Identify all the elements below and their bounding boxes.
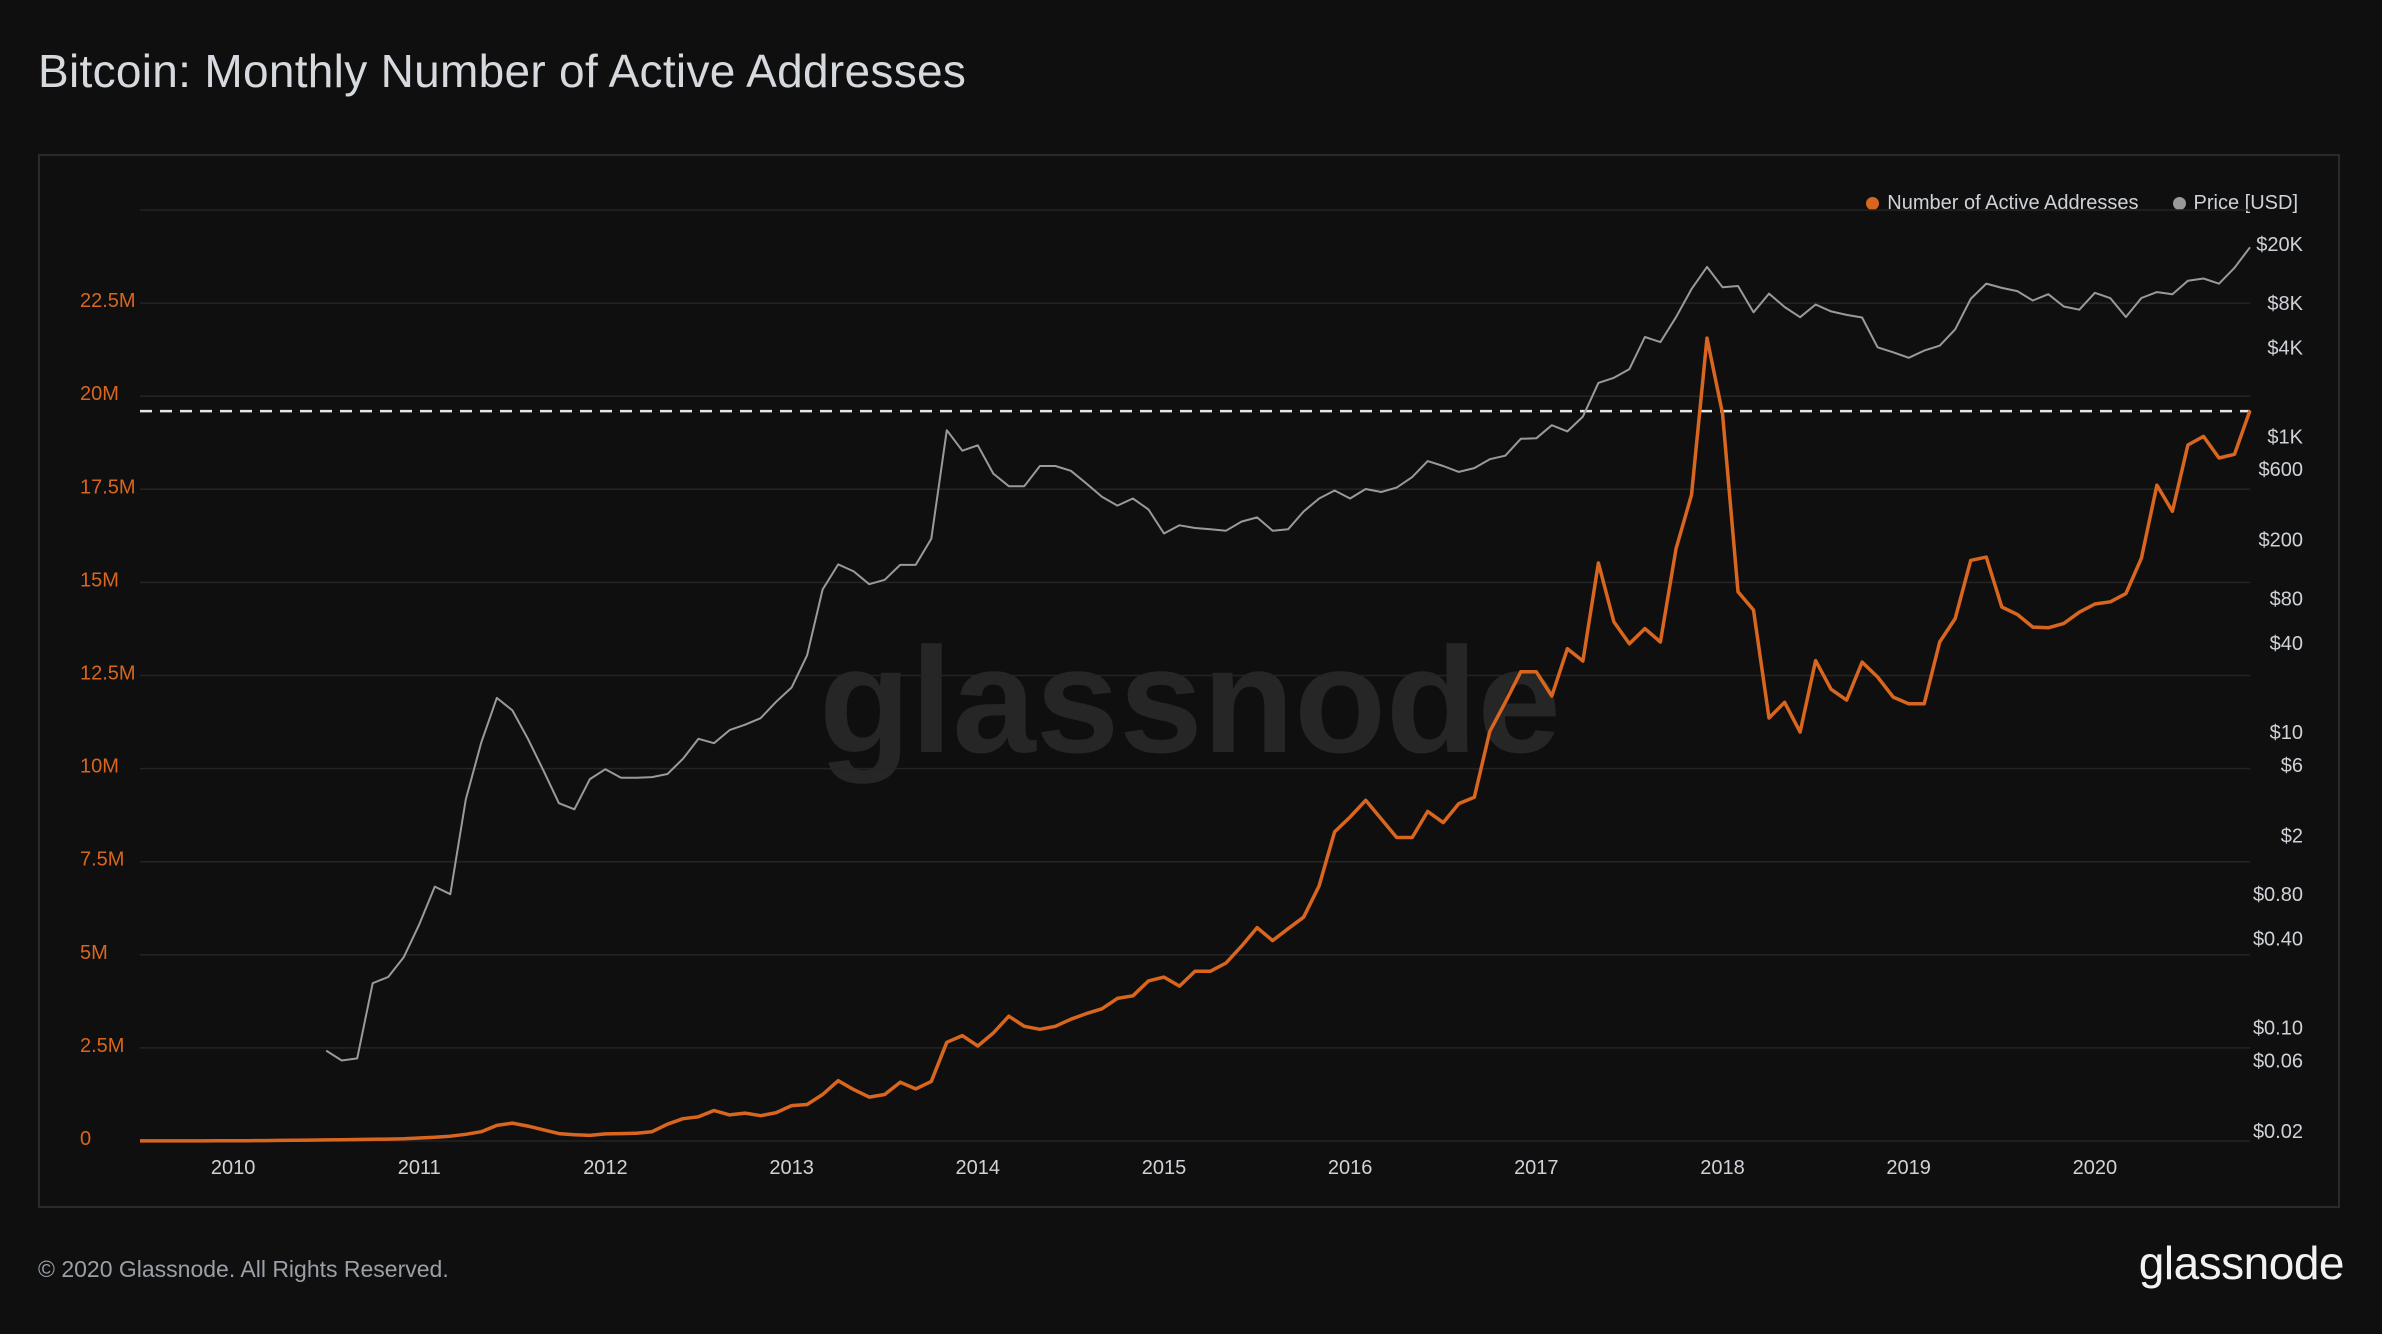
- series-line-price: [325, 246, 2251, 1062]
- legend-label-price: Price [USD]: [2193, 192, 2298, 214]
- legend-item-price[interactable]: Price [USD]: [2172, 192, 2298, 215]
- y-right-tick-label: $600: [2259, 459, 2304, 481]
- y-left-tick-label: 10M: [80, 756, 119, 778]
- x-tick-label: 2020: [2073, 1157, 2118, 1179]
- y-right-tick-label: $200: [2259, 530, 2304, 552]
- y-left-tick-label: 7.5M: [80, 849, 124, 871]
- y-right-tick-label: $2: [2281, 825, 2303, 847]
- y-right-tick-label: $0.80: [2253, 884, 2303, 906]
- chart-legend: Number of Active Addresses Price [USD]: [1866, 192, 2298, 215]
- y-right-tick-label: $0.40: [2253, 929, 2303, 951]
- legend-dot-addresses: [1866, 197, 1880, 210]
- y-right-tick-label: $10: [2270, 722, 2303, 744]
- x-tick-label: 2012: [583, 1157, 628, 1179]
- legend-dot-price: [2172, 197, 2186, 210]
- y-left-tick-label: 5M: [80, 942, 108, 964]
- y-right-tick-label: $6: [2281, 755, 2303, 777]
- y-left-tick-label: 12.5M: [80, 663, 136, 685]
- watermark: glassnode: [819, 616, 1561, 784]
- y-left-tick-label: 20M: [80, 383, 119, 405]
- x-tick-label: 2014: [956, 1157, 1001, 1179]
- x-tick-label: 2017: [1514, 1157, 1559, 1179]
- y-left-tick-label: 17.5M: [80, 476, 136, 498]
- y-right-tick-label: $4K: [2267, 337, 2303, 359]
- y-left-tick-label: 0: [80, 1128, 91, 1150]
- x-tick-label: 2011: [398, 1157, 441, 1179]
- x-tick-label: 2016: [1328, 1157, 1373, 1179]
- series-line-active-addresses: [140, 336, 2252, 1143]
- y-right-tick-label: $1K: [2267, 426, 2303, 448]
- copyright-footer: © 2020 Glassnode. All Rights Reserved.: [38, 1256, 449, 1282]
- x-tick-label: 2018: [1700, 1157, 1745, 1179]
- y-right-tick-label: $0.06: [2253, 1050, 2303, 1072]
- y-left-tick-label: 2.5M: [80, 1035, 124, 1057]
- x-tick-label: 2010: [211, 1157, 256, 1179]
- chart-title: Bitcoin: Monthly Number of Active Addres…: [38, 45, 967, 97]
- y-right-tick-label: $20K: [2256, 234, 2303, 256]
- glassnode-logo: glassnode: [2138, 1237, 2345, 1289]
- y-left-tick-label: 15M: [80, 569, 119, 591]
- legend-item-addresses[interactable]: Number of Active Addresses: [1866, 192, 2139, 215]
- y-right-tick-label: $40: [2270, 633, 2303, 655]
- y-right-tick-label: $0.02: [2253, 1121, 2303, 1143]
- x-tick-label: 2015: [1142, 1157, 1187, 1179]
- y-left-tick-label: 22.5M: [80, 290, 136, 312]
- x-tick-label: 2013: [769, 1157, 814, 1179]
- y-right-tick-label: $8K: [2267, 293, 2303, 315]
- y-right-tick-label: $80: [2270, 588, 2303, 610]
- y-right-tick-label: $0.10: [2253, 1018, 2303, 1040]
- chart-frame: [38, 154, 2340, 1208]
- legend-label-addresses: Number of Active Addresses: [1887, 192, 2139, 214]
- x-tick-label: 2019: [1886, 1157, 1931, 1179]
